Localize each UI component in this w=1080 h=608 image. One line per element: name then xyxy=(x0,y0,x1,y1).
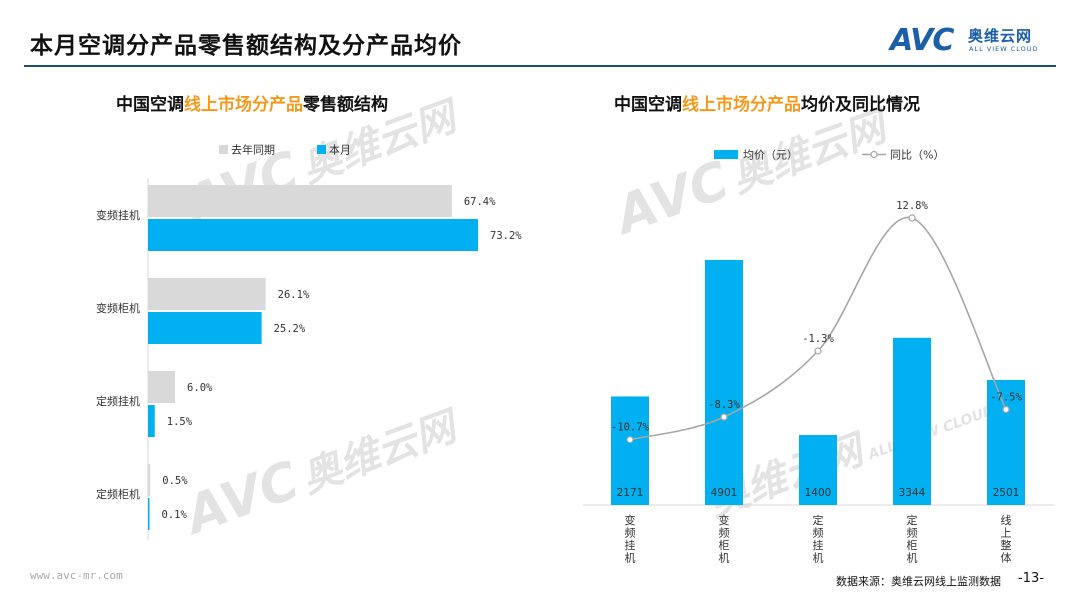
category-label: 定频挂机 xyxy=(813,513,824,565)
logo-cn-text: 奥维云网 xyxy=(968,27,1033,45)
bar-value-label: 3344 xyxy=(899,487,926,499)
data-label: 0.1% xyxy=(162,509,188,521)
data-label: 1.5% xyxy=(167,416,193,428)
bar xyxy=(148,185,452,217)
yoy-marker xyxy=(908,214,916,222)
logo-letters: AVC xyxy=(890,23,954,58)
bar-value-label: 1400 xyxy=(805,487,832,499)
legend-swatch xyxy=(317,145,326,154)
legend-label: 均价（元） xyxy=(743,149,798,162)
header-divider xyxy=(24,65,1056,67)
left-title-highlight: 线上市场分产品 xyxy=(184,95,303,115)
legend-label: 去年同期 xyxy=(231,143,275,157)
category-label: 变频挂机 xyxy=(625,513,636,565)
bar xyxy=(148,464,151,496)
data-label: 0.5% xyxy=(162,475,188,487)
legend-swatch xyxy=(219,145,228,154)
right-title-highlight: 线上市场分产品 xyxy=(682,95,801,115)
data-label: 26.1% xyxy=(278,289,310,301)
yoy-marker xyxy=(814,347,822,355)
logo-en-text: ALL VIEW CLOUD xyxy=(969,45,1039,53)
bar xyxy=(148,498,150,530)
yoy-label: -7.5% xyxy=(990,391,1022,403)
right-chart-title: 中国空调线上市场分产品均价及同比情况 xyxy=(614,90,920,115)
yoy-label: -10.7% xyxy=(611,422,650,434)
legend-label: 本月 xyxy=(329,143,351,157)
yoy-line xyxy=(629,216,1007,441)
data-label: 73.2% xyxy=(490,230,522,242)
category-label: 变频柜机 xyxy=(96,301,140,315)
bar xyxy=(148,405,155,437)
yoy-label: -1.3% xyxy=(802,333,834,345)
category-label: 定频柜机 xyxy=(907,513,918,565)
right-title-pre: 中国空调 xyxy=(614,95,682,115)
legend-label: 同比（%） xyxy=(890,149,944,162)
bar xyxy=(893,337,931,505)
category-label: 线上整体 xyxy=(1001,513,1012,565)
data-source-note: 数据来源：奥维云网线上监测数据 xyxy=(836,575,1001,588)
bar xyxy=(799,435,837,505)
brand-logo: AVC 奥维云网 ALL VIEW CLOUD xyxy=(890,24,1060,58)
bar xyxy=(987,379,1025,505)
bar xyxy=(148,371,176,403)
bar xyxy=(148,278,266,310)
category-label: 定频挂机 xyxy=(96,394,140,408)
legend-swatch xyxy=(714,150,738,159)
bar-value-label: 2171 xyxy=(617,487,644,499)
bar-value-label: 2501 xyxy=(993,487,1020,499)
data-label: 25.2% xyxy=(274,323,306,335)
legend-marker xyxy=(870,150,878,159)
page-number: -13- xyxy=(1018,571,1044,586)
yoy-label: 12.8% xyxy=(896,200,928,212)
bar xyxy=(148,312,262,344)
left-title-pre: 中国空调 xyxy=(116,95,184,115)
category-label: 变频柜机 xyxy=(719,513,730,565)
data-label: 67.4% xyxy=(464,196,496,208)
yoy-marker xyxy=(720,413,728,421)
category-label: 定频柜机 xyxy=(96,487,140,501)
bar xyxy=(148,219,478,251)
data-label: 6.0% xyxy=(187,382,213,394)
left-chart-title: 中国空调线上市场分产品零售额结构 xyxy=(116,90,388,115)
footer-url: www.avc-mr.com xyxy=(30,569,123,582)
yoy-marker xyxy=(1002,405,1010,414)
bar xyxy=(611,396,649,505)
left-title-post: 零售额结构 xyxy=(303,95,388,115)
yoy-label: -8.3% xyxy=(708,399,740,411)
category-label: 变频挂机 xyxy=(96,208,140,222)
right-title-post: 均价及同比情况 xyxy=(801,95,920,115)
bar-value-label: 4901 xyxy=(711,487,738,499)
bar xyxy=(705,259,743,505)
yoy-marker xyxy=(626,436,634,444)
page-title: 本月空调分产品零售额结构及分产品均价 xyxy=(30,33,462,59)
